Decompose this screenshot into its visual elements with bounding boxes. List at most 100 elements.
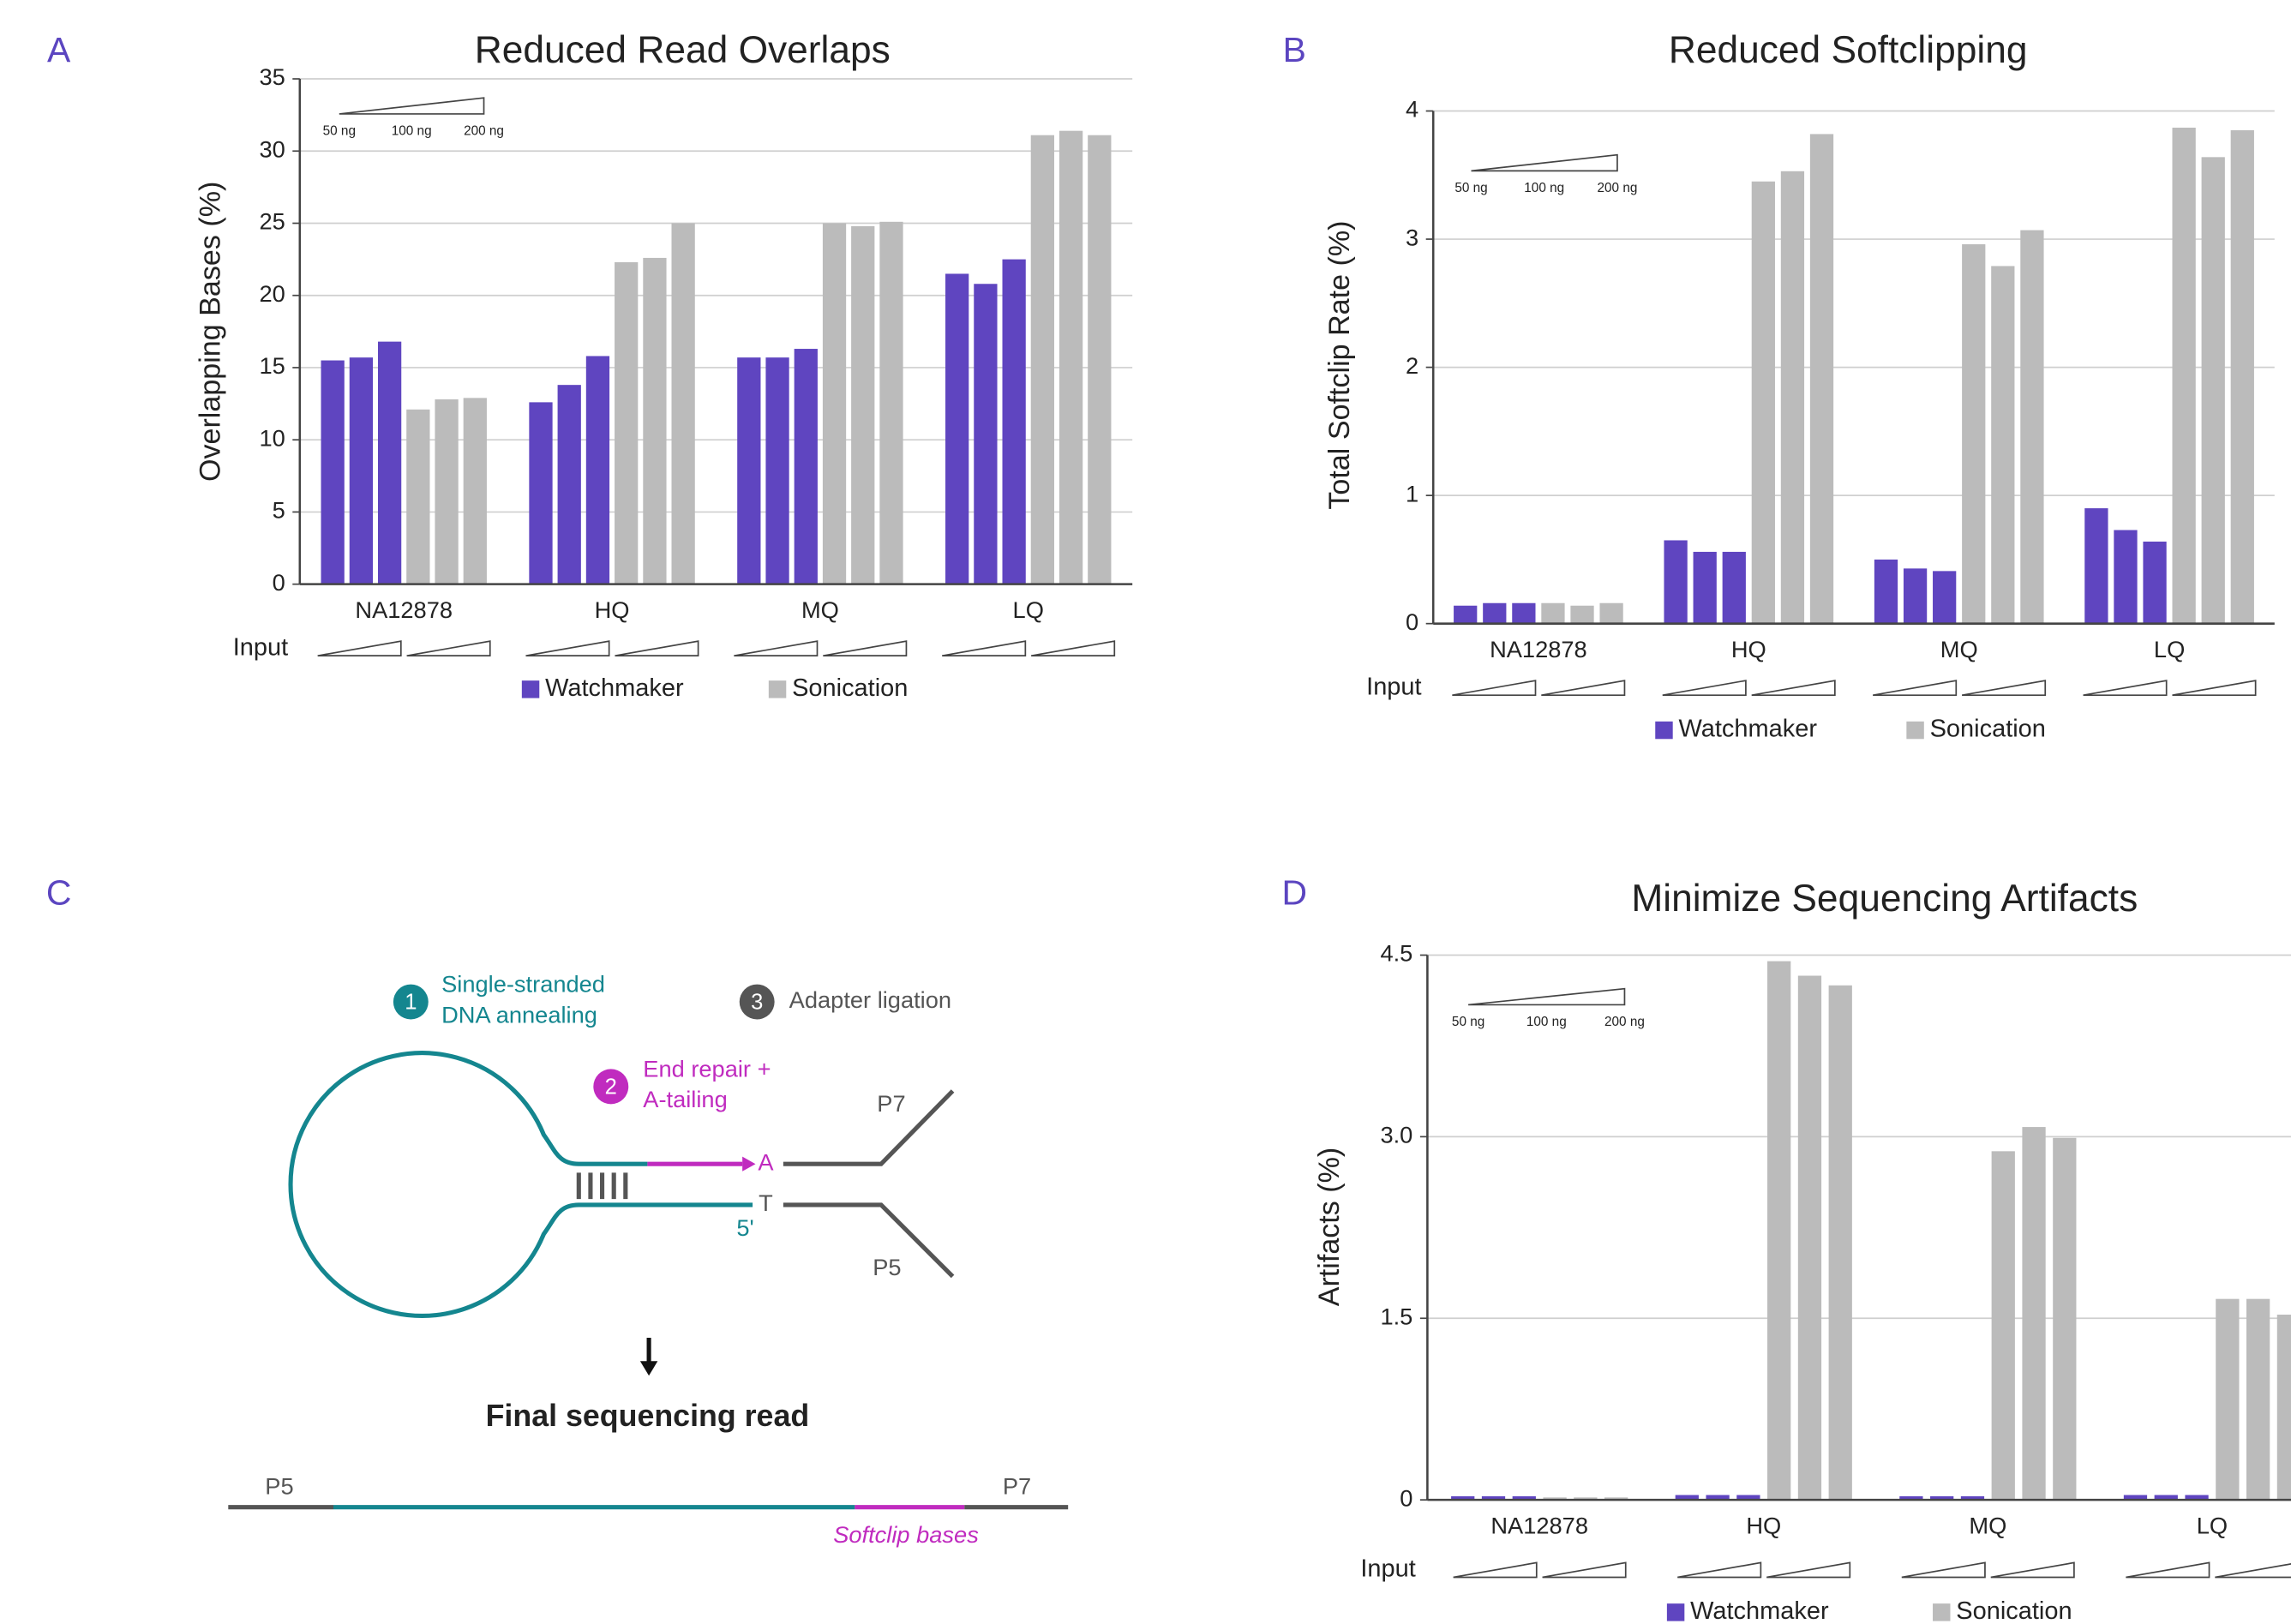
diagram: C 1 Single-stranded DNA annealing 2 End … [46,872,1068,1548]
result-title: Final sequencing read [486,1399,810,1433]
legend-label: Sonication [792,674,908,702]
bar [1723,552,1746,624]
y-tick-label: 2 [1406,352,1418,379]
x-tick-label: HQ [1731,636,1766,662]
base-a: A [758,1148,774,1175]
input-ramp [942,641,1025,656]
bar [1059,131,1083,584]
bar [1512,603,1535,624]
panel-letter: A [47,30,71,69]
chart-title: Reduced Read Overlaps [475,29,891,71]
bar [2143,542,2166,624]
step-number: 3 [751,990,763,1014]
input-ramp [1663,680,1746,695]
x-tick-label: HQ [595,596,630,623]
read-label: P7 [1003,1473,1031,1500]
bar [851,226,874,584]
input-ramp [1991,1562,2074,1577]
bar [586,356,609,584]
input-ramp [1452,680,1535,695]
bar [1541,603,1564,624]
bar [2022,1127,2045,1500]
legend-label: Sonication [1956,1597,2072,1624]
y-axis-label: Overlapping Bases (%) [195,182,227,482]
input-ramp [1541,680,1624,695]
bar [1798,976,1821,1501]
input-label: Input [1366,673,1421,700]
y-tick-label: 1.5 [1380,1303,1412,1329]
inset-label: 50 ng [1452,1015,1484,1029]
input-ramp [1766,1562,1850,1577]
bar [737,357,760,584]
legend-swatch [769,680,786,698]
input-ramp [526,641,609,656]
y-axis-label: Total Softclip Rate (%) [1323,220,1356,509]
input-ramp [1902,1562,1985,1577]
bar [1874,560,1898,624]
bar [1829,986,1852,1500]
bar [795,349,818,584]
bar [1664,540,1687,623]
bar [879,222,903,584]
bar [2202,157,2225,623]
input-ramp [2126,1562,2209,1577]
arrow-head [742,1157,755,1172]
bar [321,361,345,584]
bar [1031,135,1054,584]
legend-swatch [1667,1603,1684,1621]
bar [558,385,581,584]
bar [1570,606,1593,624]
y-tick-label: 3.0 [1380,1122,1412,1148]
panel-letter: C [46,872,72,912]
panel-letter: D [1282,872,1308,912]
input-label: Input [233,633,288,661]
inset-label: 100 ng [1526,1015,1567,1029]
bar [1002,260,1025,584]
inset-ramp [1472,155,1617,171]
y-tick-label: 4.5 [1380,940,1412,967]
y-tick-label: 3 [1406,224,1418,250]
bar [823,223,846,584]
input-ramp [1752,680,1835,695]
x-tick-label: NA12878 [1490,1513,1588,1539]
bar [1781,171,1804,624]
bar [2216,1299,2239,1500]
inset-label: 200 ng [1604,1015,1645,1029]
bar [1810,134,1833,623]
legend-label: Watchmaker [1679,716,1818,743]
y-tick-label: 35 [259,63,285,90]
input-ramp [2173,680,2256,695]
bar [1962,244,1985,624]
bar [464,398,487,584]
bar [1991,266,2014,623]
figure: C 1 Single-stranded DNA annealing 2 End … [0,0,2291,1624]
bar [1767,962,1790,1501]
bar [1752,182,1775,624]
adapter-label: P7 [877,1090,905,1117]
y-tick-label: 25 [259,208,285,235]
inset-label: 200 ng [464,123,504,138]
inset-label: 100 ng [1524,181,1564,195]
bar [2173,128,2196,624]
bar [2020,231,2043,624]
input-ramp [2215,1562,2291,1577]
bar [615,262,638,584]
bar [1992,1151,2015,1500]
legend-label: Sonication [1930,716,2046,743]
bar [350,357,373,584]
bar [765,357,789,584]
step-number: 2 [605,1075,617,1099]
x-tick-label: NA12878 [1490,636,1587,662]
step-number: 1 [405,990,417,1014]
bar [2084,508,2108,624]
x-tick-label: LQ [1013,596,1044,623]
bar [643,258,666,584]
bar [1454,606,1477,624]
five-prime: 5' [736,1214,753,1241]
x-tick-label: MQ [801,596,839,623]
adapter-label: P5 [873,1254,901,1280]
legend-label: Watchmaker [1690,1597,1829,1624]
legend-swatch [522,680,539,698]
bar [2231,130,2254,624]
softclip-label: Softclip bases [833,1521,979,1548]
